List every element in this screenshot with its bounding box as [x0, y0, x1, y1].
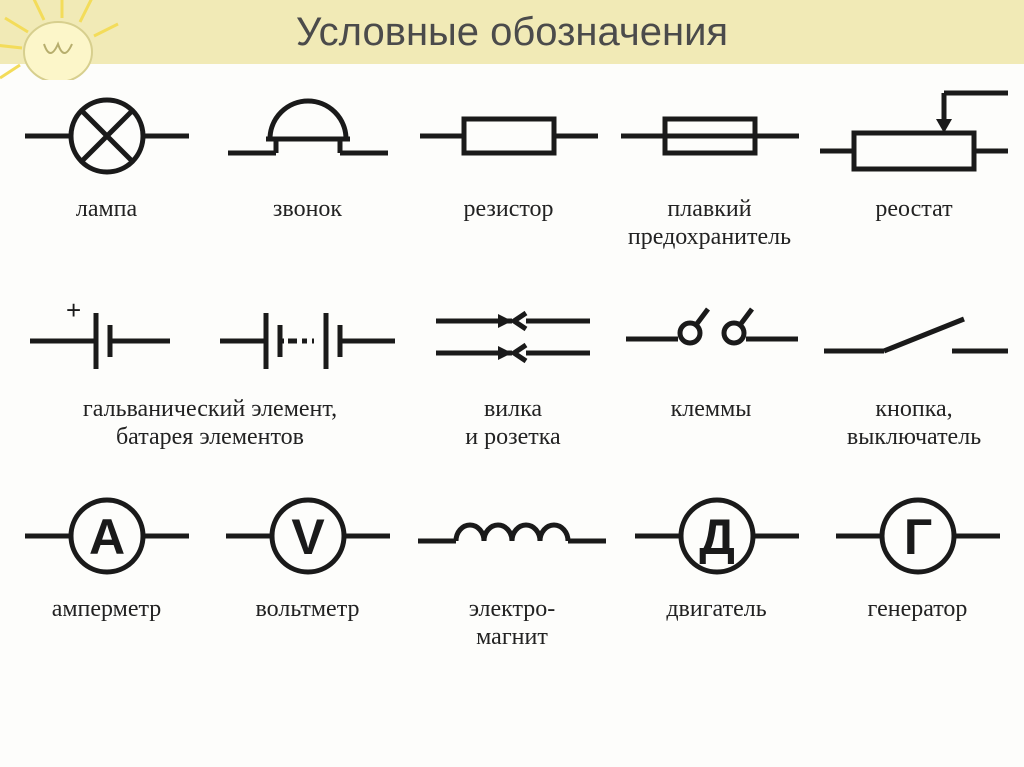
- plug-symbol-icon: [418, 276, 608, 396]
- voltmeter-symbol-icon: V: [211, 476, 404, 596]
- inductor-label: электро- магнит: [469, 596, 556, 652]
- generator-symbol-icon: Г: [821, 476, 1014, 596]
- svg-text:+: +: [66, 295, 81, 325]
- fuse-label: плавкий предохранитель: [628, 196, 791, 252]
- lightbulb-decor-icon: [0, 0, 120, 80]
- cell-resistor: резистор: [408, 74, 609, 254]
- cell-voltmeter: V вольтметр: [207, 474, 408, 654]
- cell-bell: звонок: [207, 74, 408, 254]
- cell-generator: Г генератор: [817, 474, 1018, 654]
- ammeter-symbol-icon: А: [10, 476, 203, 596]
- page-title: Условные обозначения: [296, 10, 728, 55]
- grid-row: лампа звонок: [6, 74, 1018, 254]
- battery-symbol-icon: +: [10, 276, 410, 396]
- switch-symbol-icon: [814, 276, 1014, 396]
- resistor-label: резистор: [463, 196, 553, 252]
- terminals-symbol-icon: [616, 276, 806, 396]
- battery-label: гальванический элемент, батарея элементо…: [83, 396, 337, 452]
- motor-label: двигатель: [666, 596, 766, 652]
- lamp-symbol-icon: [10, 76, 203, 196]
- cell-switch: кнопка, выключатель: [810, 274, 1018, 454]
- grid-row: + гальванический элемент, батарея элемен…: [6, 274, 1018, 454]
- svg-text:Г: Г: [903, 509, 931, 565]
- inductor-symbol-icon: [412, 476, 612, 596]
- cell-ammeter: А амперметр: [6, 474, 207, 654]
- terminals-label: клеммы: [671, 396, 752, 452]
- svg-text:Д: Д: [699, 509, 735, 565]
- cell-motor: Д двигатель: [616, 474, 817, 654]
- grid-row: А амперметр V вольтметр: [6, 474, 1018, 654]
- voltmeter-label: вольтметр: [256, 596, 360, 652]
- rheostat-label: реостат: [875, 196, 952, 252]
- switch-label: кнопка, выключатель: [847, 396, 981, 452]
- fuse-symbol-icon: [613, 76, 806, 196]
- cell-plug: вилка и розетка: [414, 274, 612, 454]
- svg-text:V: V: [291, 509, 325, 565]
- cell-lamp: лампа: [6, 74, 207, 254]
- header-bar: Условные обозначения: [0, 0, 1024, 64]
- symbols-grid: лампа звонок: [0, 64, 1024, 654]
- bell-symbol-icon: [211, 76, 404, 196]
- resistor-symbol-icon: [412, 76, 605, 196]
- ammeter-label: амперметр: [52, 596, 162, 652]
- plug-label: вилка и розетка: [465, 396, 560, 452]
- cell-inductor: электро- магнит: [408, 474, 616, 654]
- cell-terminals: клеммы: [612, 274, 810, 454]
- cell-battery: + гальванический элемент, батарея элемен…: [6, 274, 414, 454]
- lamp-label: лампа: [76, 196, 137, 252]
- bell-label: звонок: [273, 196, 342, 252]
- generator-label: генератор: [868, 596, 968, 652]
- cell-fuse: плавкий предохранитель: [609, 74, 810, 254]
- rheostat-symbol-icon: [814, 76, 1014, 196]
- cell-rheostat: реостат: [810, 74, 1018, 254]
- motor-symbol-icon: Д: [620, 476, 813, 596]
- svg-text:А: А: [88, 509, 124, 565]
